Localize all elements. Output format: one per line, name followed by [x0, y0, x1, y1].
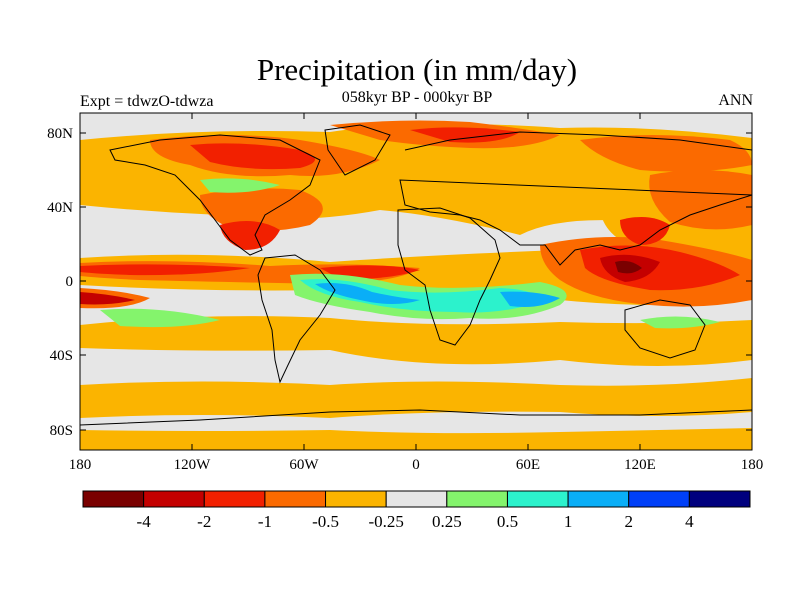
y-tick-label: 40N [47, 200, 73, 216]
colorbar-label: -4 [137, 512, 152, 531]
anomaly-area [80, 316, 752, 366]
anomaly-area [200, 178, 280, 193]
colorbar-swatch [506, 490, 569, 508]
colorbar-label: 0.5 [497, 512, 518, 531]
colorbar-label: -2 [197, 512, 211, 531]
colorbar-swatch [325, 490, 387, 508]
colorbar-label: -1 [258, 512, 272, 531]
anomaly-area [315, 283, 420, 304]
colorbar-label: -0.25 [368, 512, 403, 531]
map-panel [80, 113, 752, 450]
axes: 180 120W 60W 0 60E 120E 180 80N 40N 0 40S 80S [47, 113, 763, 473]
x-tick-label: 120E [624, 457, 656, 473]
y-tick-label: 80N [47, 126, 73, 142]
x-tick-label: 60W [289, 457, 319, 473]
colorbar: -4 -2 -1 -0.5 -0.25 0.25 0.5 1 2 4 [82, 490, 751, 531]
experiment-label: Expt = tdwzO-tdwza [80, 93, 214, 110]
anomaly-area [615, 260, 642, 274]
anomaly-area [80, 378, 752, 418]
anomaly-area [100, 308, 220, 328]
anomaly-area [220, 221, 280, 250]
eurasia-coast [399, 131, 752, 266]
colorbar-swatch [446, 490, 508, 508]
colorbar-swatch [264, 490, 327, 508]
x-tick-label: 120W [174, 457, 212, 473]
x-tick-label: 60E [516, 457, 540, 473]
colorbar-label: 1 [564, 512, 573, 531]
colorbar-swatch [143, 490, 205, 508]
anomaly-area [80, 292, 135, 305]
plot-subtitle: 058kyr BP - 000kyr BP [341, 89, 493, 106]
colorbar-label: -0.5 [312, 512, 339, 531]
colorbar-swatch [628, 490, 690, 508]
x-tick-label: 180 [741, 457, 764, 473]
y-tick-label: 80S [50, 423, 73, 439]
antarctica-coast [80, 409, 752, 426]
coastlines [80, 124, 752, 426]
precip-anomaly-field [80, 120, 752, 450]
colorbar-swatch [385, 490, 448, 508]
y-tick-label: 0 [66, 274, 74, 290]
greenland-coast [324, 124, 391, 176]
anomaly-area [640, 316, 720, 329]
anomaly-area [649, 170, 752, 230]
colorbar-swatch [82, 490, 145, 508]
colorbar-label: 4 [685, 512, 694, 531]
anomaly-area [80, 264, 250, 276]
north-america-coast [109, 134, 321, 256]
anomaly-area [80, 428, 752, 450]
colorbar-swatch [688, 490, 751, 508]
africa-coast [397, 207, 501, 346]
y-tick-label: 40S [50, 348, 73, 364]
x-tick-label: 180 [69, 457, 92, 473]
anomaly-area [190, 143, 315, 170]
anomaly-area [620, 216, 670, 245]
plot-title: Precipitation (in mm/day) [256, 52, 578, 87]
anomaly-area [300, 279, 540, 313]
south-america-coast [257, 254, 336, 384]
season-label: ANN [718, 92, 753, 109]
colorbar-label: 0.25 [432, 512, 462, 531]
colorbar-label: 2 [624, 512, 633, 531]
x-tick-label: 0 [412, 457, 420, 473]
colorbar-swatch [203, 490, 266, 508]
anomaly-area [500, 291, 560, 307]
anomaly-area [410, 127, 520, 143]
australia-coast [624, 299, 706, 359]
colorbar-swatch [567, 490, 630, 508]
